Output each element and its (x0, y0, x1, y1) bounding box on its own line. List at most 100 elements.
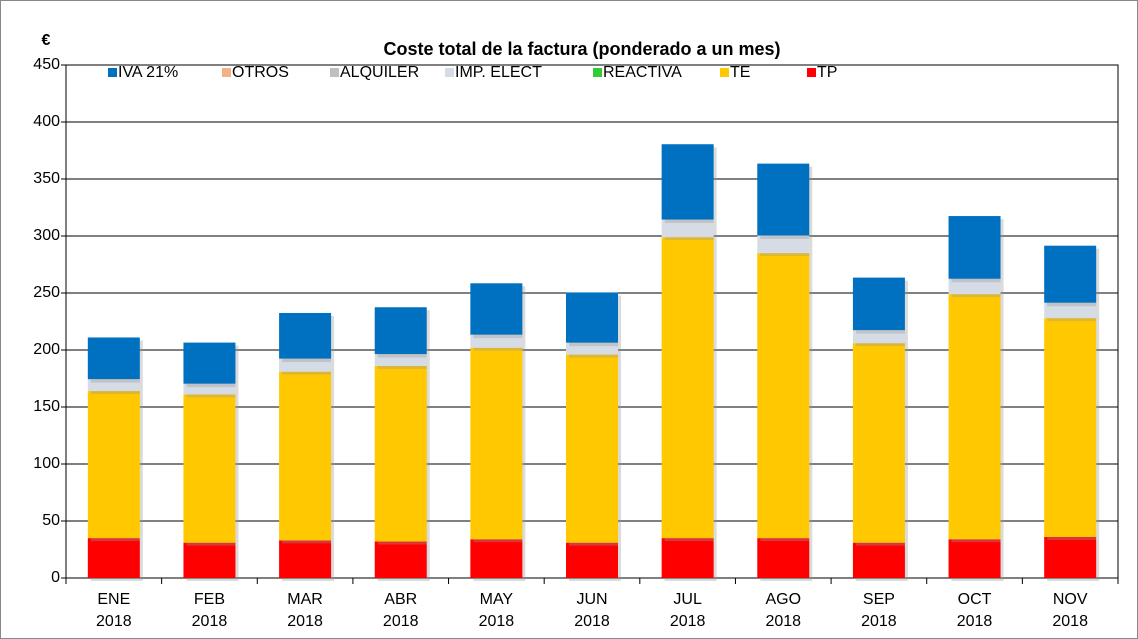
bar-segment (374, 365, 427, 542)
legend-label: ALQUILER (340, 64, 419, 81)
bar-segment (661, 538, 714, 578)
legend-swatch (720, 68, 729, 77)
bar-segment (183, 394, 236, 543)
bar-segment (87, 379, 140, 380)
bar-segment (566, 343, 618, 355)
bar-segment (948, 278, 1001, 280)
x-tick-label: ENE 2018 (96, 591, 132, 630)
bar-segment (757, 236, 810, 254)
bar-segment (87, 538, 140, 578)
bar-segment (1044, 303, 1097, 319)
y-tick-label: 300 (33, 227, 60, 244)
bar-segment (948, 539, 1001, 578)
x-tick-label: OCT 2018 (957, 591, 993, 630)
bar-segment (183, 383, 236, 385)
bar-segment (279, 371, 332, 541)
bar-segment (757, 163, 810, 236)
bar-segment (279, 540, 332, 578)
bar-segment (374, 353, 427, 355)
y-tick-label: 450 (33, 56, 60, 73)
legend-label: OTROS (232, 64, 289, 81)
bar-shadow (951, 281, 1004, 283)
x-tick-label: ABR 2018 (383, 591, 419, 630)
bar-segment (183, 342, 236, 384)
bar-segment (852, 542, 905, 578)
y-tick-label: 250 (33, 284, 60, 301)
bar-segment (279, 312, 332, 359)
bar-segment (279, 358, 332, 360)
y-tick-label: 150 (33, 398, 60, 415)
bar-segment (374, 541, 427, 578)
bar-segment (470, 539, 523, 578)
bar-segment (183, 542, 236, 578)
bar-segment (661, 237, 714, 539)
bar-segment (661, 144, 714, 220)
bar-segment (661, 220, 714, 238)
legend-swatch (593, 68, 602, 77)
x-tick-label: MAR 2018 (287, 591, 323, 630)
bar-segment (566, 292, 618, 343)
bar-segment (757, 253, 810, 539)
bar-shadow (473, 337, 526, 339)
bar-segment (1044, 302, 1097, 304)
legend-swatch (222, 68, 231, 77)
bar-segment (87, 337, 140, 380)
y-tick-label: 400 (33, 113, 60, 130)
legend-label: TE (730, 64, 750, 81)
bar-segment (852, 330, 905, 331)
legend-label: IVA 21% (118, 64, 178, 81)
bar-shadow (569, 345, 621, 347)
bar-shadow (377, 356, 430, 358)
bar-segment (852, 343, 905, 543)
y-tick-label: 50 (42, 512, 60, 529)
bar-segment (948, 294, 1001, 540)
bar-shadow (90, 382, 143, 383)
legend-label: TP (817, 64, 837, 81)
bar-segment (470, 334, 523, 336)
bar-segment (757, 538, 810, 578)
bar-segment (566, 542, 618, 578)
bar-segment (852, 277, 905, 331)
bar-segment (852, 330, 905, 344)
bar-segment (948, 279, 1001, 295)
bar-segment (87, 391, 140, 539)
bar-segment (661, 219, 714, 221)
legend-swatch (108, 68, 117, 77)
y-axis-label: € (42, 32, 51, 49)
bar-shadow (282, 361, 335, 363)
bar-segment (87, 379, 140, 392)
bar-shadow (186, 386, 239, 388)
x-tick-label: MAY 2018 (479, 591, 515, 630)
x-tick-label: NOV 2018 (1052, 591, 1088, 630)
bar-segment (470, 283, 523, 335)
legend-label: REACTIVA (603, 64, 682, 81)
x-tick-label: FEB 2018 (192, 591, 228, 630)
x-tick-label: JUN 2018 (574, 591, 610, 630)
x-tick-label: SEP 2018 (861, 591, 897, 630)
bar-segment (1044, 245, 1097, 303)
bar-segment (1044, 318, 1097, 537)
bar-segment (948, 216, 1001, 279)
bar-segment (566, 354, 618, 543)
bar-segment (470, 347, 523, 540)
legend-label: IMP. ELECT (455, 64, 542, 81)
bar-shadow (664, 222, 717, 224)
bar-segment (1044, 536, 1097, 578)
chart-title: Coste total de la factura (ponderado a u… (383, 39, 780, 59)
bar-shadow (1047, 305, 1100, 307)
y-tick-label: 350 (33, 170, 60, 187)
y-tick-label: 0 (51, 569, 60, 586)
bar-segment (374, 354, 427, 366)
bar-segment (757, 235, 810, 236)
bar-segment (183, 384, 236, 395)
legend-swatch (807, 68, 816, 77)
bar-segment (470, 335, 523, 348)
bar-segment (566, 342, 618, 344)
bar-shadow (855, 333, 908, 334)
y-tick-label: 200 (33, 341, 60, 358)
bar-shadow (760, 238, 813, 239)
legend-swatch (445, 68, 454, 77)
bar-segment (279, 359, 332, 372)
y-tick-label: 100 (33, 455, 60, 472)
